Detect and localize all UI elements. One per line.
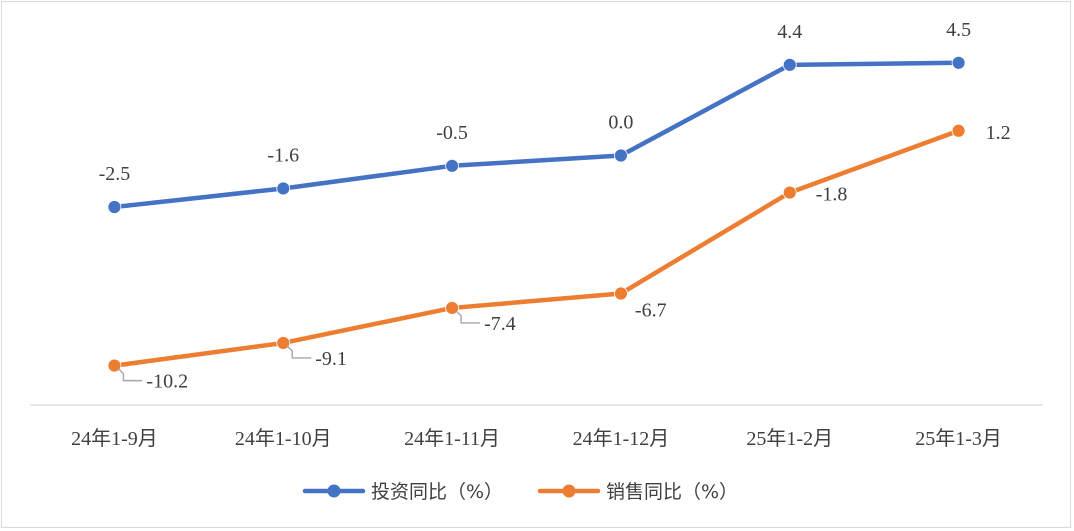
series-investment-point: [782, 57, 797, 72]
series-investment-point: [107, 200, 122, 214]
legend-swatch-marker: [327, 484, 341, 498]
series-sales-point: [107, 358, 122, 373]
series-investment-point: [445, 158, 459, 173]
investment-data-label: -1.6: [267, 144, 299, 166]
sales-leader-line: [286, 345, 312, 359]
legend-item-investment: 投资同比（%）: [302, 481, 503, 503]
sales-data-label: -10.2: [146, 371, 188, 393]
series-sales-point: [951, 123, 966, 138]
axis-layer: 24年1-9月 24年1-10月 24年1-11月 24年1-12月 25年1-2月 25…: [30, 404, 1043, 450]
x-tick-label: 24年1-10月: [235, 427, 332, 450]
x-tick-label: 24年1-12月: [573, 427, 670, 450]
series-investment-point: [614, 148, 628, 163]
legend-label: 销售同比（%）: [606, 481, 738, 503]
label-layer: -2.5 -1.6 -0.5 0.0 4.4 4.5 -10.2 -9.1 -7.4 -6.7 -1…: [99, 19, 1011, 393]
investment-data-label: 4.4: [777, 21, 802, 43]
series-sales-point: [782, 185, 797, 200]
sales-leader-line: [117, 368, 143, 382]
x-tick-label: 24年1-11月: [404, 427, 500, 450]
legend: 投资同比（%） 销售同比（%）: [302, 481, 738, 503]
legend-label: 投资同比（%）: [371, 481, 503, 503]
legend-swatch-marker: [562, 484, 576, 498]
sales-leader-line: [455, 310, 481, 324]
legend-item-sales: 销售同比（%）: [537, 481, 738, 503]
series-investment-line: [112, 60, 961, 210]
series-sales-line: [112, 128, 961, 368]
sales-data-label: -7.4: [484, 313, 516, 335]
x-tick-label: 25年1-2月: [746, 427, 833, 450]
investment-data-label: 4.5: [946, 19, 971, 41]
investment-data-label: -0.5: [436, 122, 468, 144]
sales-data-label: -6.7: [635, 300, 667, 322]
sales-data-label: 1.2: [986, 122, 1011, 144]
series-investment-point: [951, 55, 966, 70]
investment-data-label: 0.0: [608, 112, 633, 134]
series-sales-point: [276, 336, 291, 350]
investment-data-label: -2.5: [99, 163, 131, 185]
x-tick-label: 24年1-9月: [71, 427, 158, 450]
series-sales-point: [614, 286, 628, 301]
sales-data-label: -1.8: [816, 184, 848, 206]
series-investment-point: [276, 181, 291, 196]
series-layer: [107, 55, 966, 373]
series-sales-point: [445, 301, 459, 315]
sales-data-label: -9.1: [315, 348, 347, 370]
x-tick-label: 25年1-3月: [915, 427, 1002, 450]
